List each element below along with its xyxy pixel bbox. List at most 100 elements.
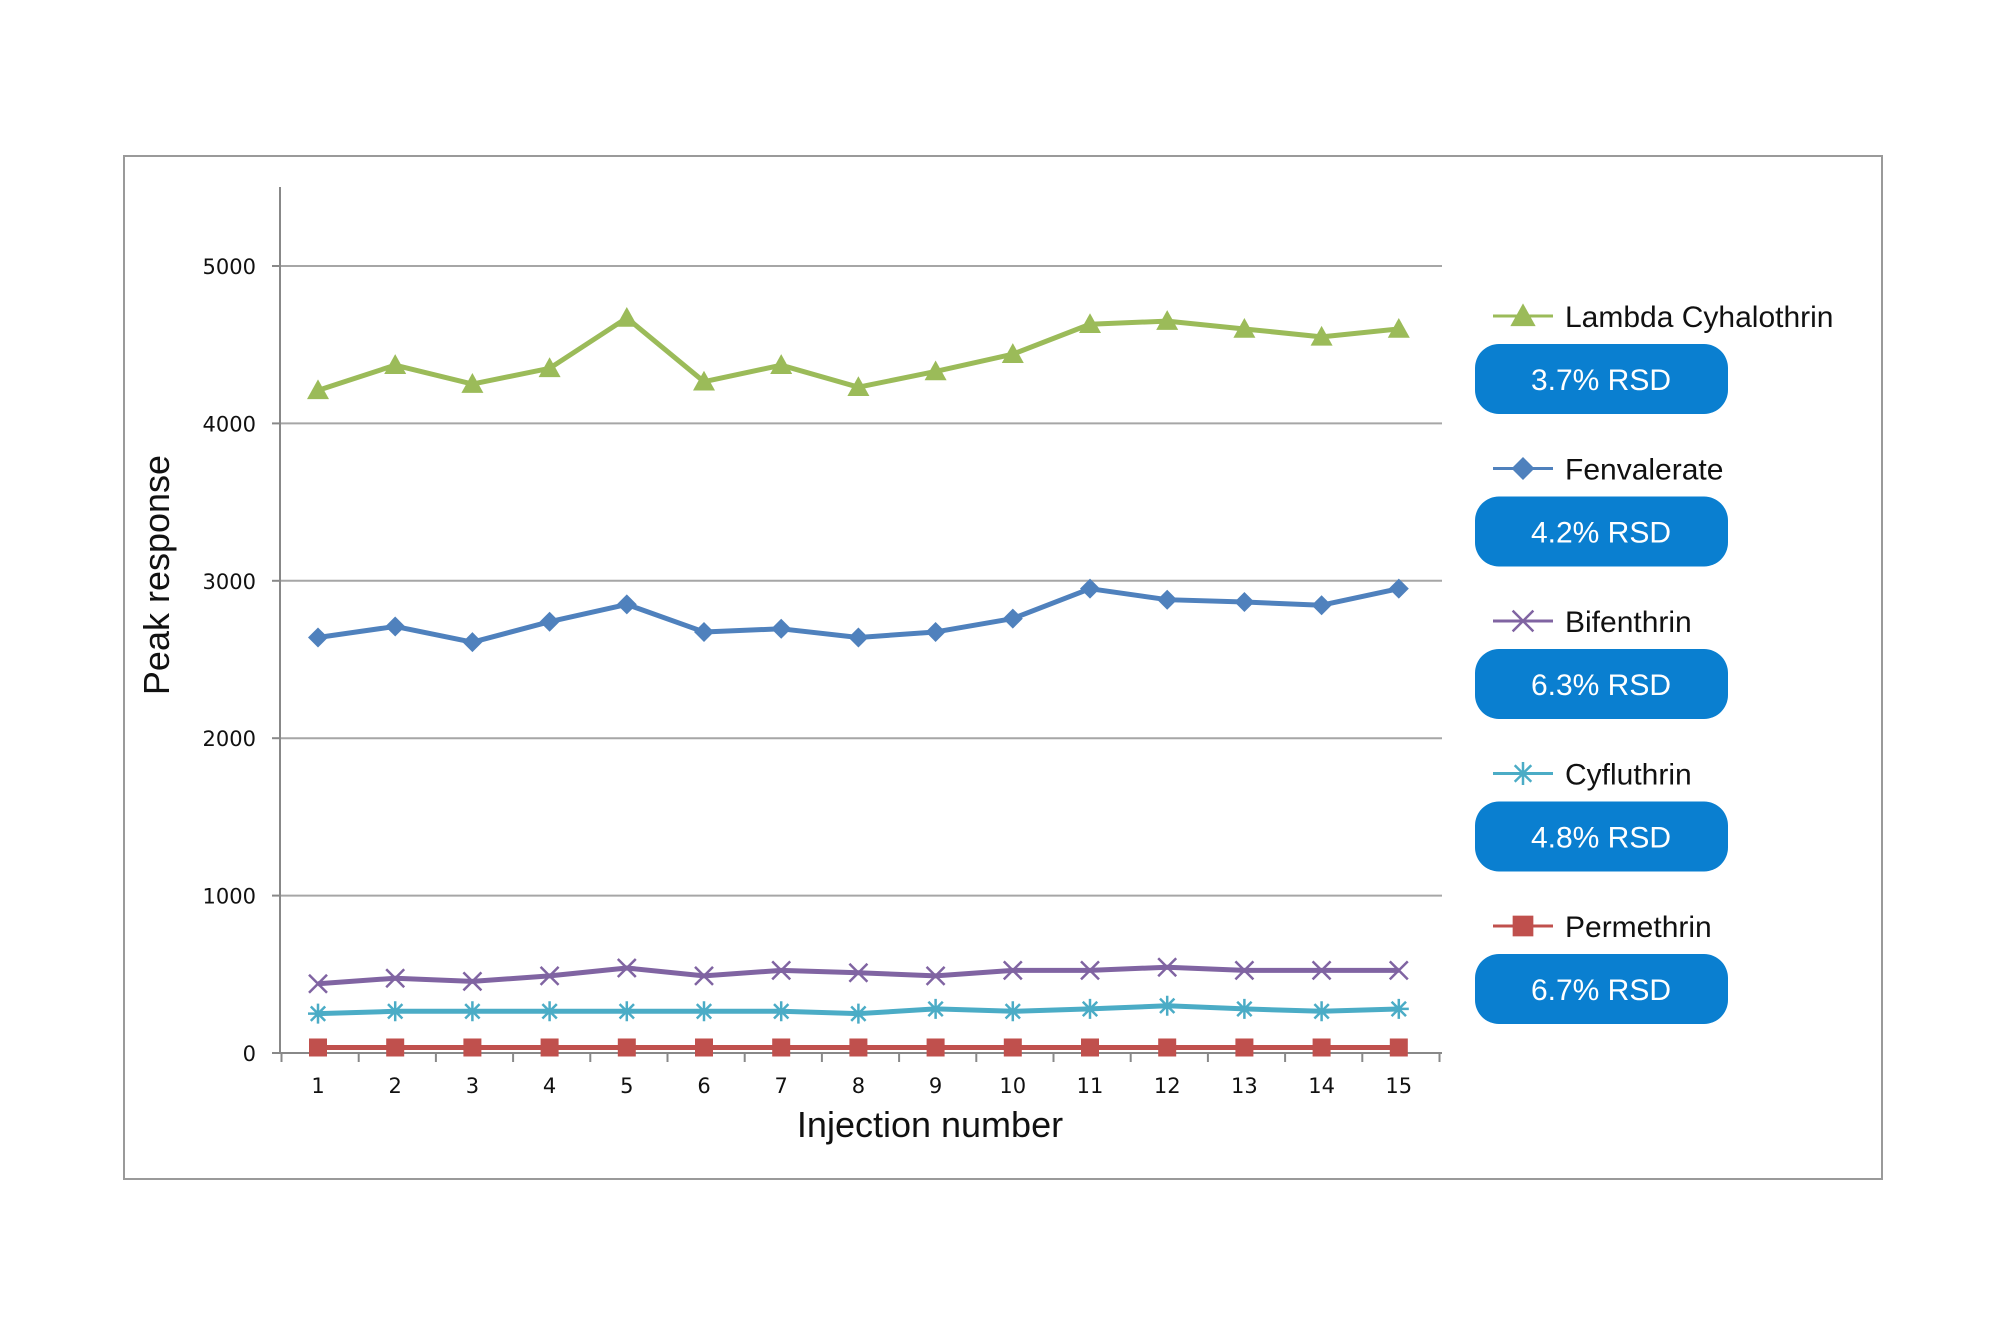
rsd-label-fenvalerate: 4.2% RSD — [1531, 517, 1671, 550]
data-point-cyfluthrin-13 — [1234, 998, 1255, 1019]
data-point-cyfluthrin-8 — [848, 1003, 869, 1024]
data-point-permethrin-6 — [695, 1038, 713, 1057]
data-point-cyfluthrin-5 — [616, 1001, 637, 1022]
data-point-permethrin-7 — [772, 1038, 791, 1057]
data-point-lambda-cyhalothrin-12 — [1156, 310, 1179, 330]
x-tick-label-4: 4 — [543, 1074, 556, 1098]
data-point-lambda-cyhalothrin-13 — [1233, 317, 1256, 338]
x-tick-label-6: 6 — [697, 1074, 710, 1098]
data-point-lambda-cyhalothrin-4 — [538, 357, 561, 378]
data-point-cyfluthrin-12 — [1157, 995, 1178, 1016]
y-tick-label-1000: 1000 — [203, 885, 256, 909]
data-point-permethrin-8 — [849, 1038, 868, 1057]
x-tick-label-3: 3 — [466, 1074, 479, 1098]
data-point-lambda-cyhalothrin-5 — [615, 306, 638, 327]
x-tick-label-12: 12 — [1154, 1074, 1181, 1098]
data-point-cyfluthrin-14 — [1311, 1001, 1332, 1022]
legend-label-permethrin: Permethrin — [1565, 911, 1712, 944]
data-point-lambda-cyhalothrin-15 — [1387, 317, 1410, 338]
data-point-bifenthrin-1 — [308, 973, 328, 994]
legend-item-lambda-cyhalothrin: Lambda Cyhalothrin 3.7% RSD — [1475, 301, 1834, 414]
data-point-bifenthrin-11 — [1080, 960, 1100, 981]
data-point-bifenthrin-4 — [539, 965, 560, 986]
data-point-fenvalerate-12 — [1157, 589, 1178, 610]
data-point-fenvalerate-13 — [1234, 592, 1255, 613]
data-point-fenvalerate-4 — [539, 611, 560, 632]
x-tick-label-2: 2 — [389, 1074, 402, 1098]
data-point-permethrin-11 — [1081, 1038, 1099, 1057]
gridlines — [280, 265, 1442, 897]
data-point-cyfluthrin-3 — [462, 1001, 483, 1022]
data-point-bifenthrin-14 — [1311, 960, 1332, 981]
data-point-permethrin-3 — [463, 1038, 482, 1057]
data-point-fenvalerate-1 — [308, 627, 328, 648]
data-point-permethrin-12 — [1158, 1038, 1177, 1057]
data-point-lambda-cyhalothrin-1 — [307, 379, 329, 400]
data-point-lambda-cyhalothrin-14 — [1310, 325, 1333, 346]
legend: Lambda Cyhalothrin 3.7% RSD Fenvalerate 4.2… — [1475, 301, 1834, 1024]
legend-item-permethrin: Permethrin 6.7% RSD — [1475, 911, 1728, 1024]
x-axis-title: Injection number — [797, 1104, 1063, 1145]
data-point-permethrin-4 — [540, 1038, 559, 1057]
data-point-cyfluthrin-2 — [385, 1001, 406, 1022]
rsd-badge-fenvalerate — [1475, 496, 1728, 567]
data-point-bifenthrin-3 — [462, 971, 483, 992]
legend-item-bifenthrin: Bifenthrin 6.3% RSD — [1475, 606, 1728, 719]
legend-label-fenvalerate: Fenvalerate — [1565, 454, 1723, 487]
data-point-permethrin-13 — [1235, 1038, 1254, 1057]
x-tick-label-9: 9 — [929, 1074, 942, 1098]
data-point-fenvalerate-14 — [1311, 595, 1332, 616]
data-point-fenvalerate-2 — [385, 616, 406, 637]
data-point-lambda-cyhalothrin-11 — [1079, 313, 1101, 334]
data-point-fenvalerate-11 — [1080, 578, 1100, 599]
data-point-lambda-cyhalothrin-2 — [384, 354, 407, 374]
y-tick-label-5000: 5000 — [203, 255, 256, 279]
rsd-badge-bifenthrin — [1475, 649, 1728, 719]
data-point-bifenthrin-8 — [848, 962, 869, 983]
data-point-permethrin-10 — [1003, 1038, 1022, 1057]
data-point-fenvalerate-8 — [848, 627, 869, 648]
x-tick-label-13: 13 — [1231, 1074, 1258, 1098]
rsd-label-bifenthrin: 6.3% RSD — [1531, 669, 1671, 702]
x-tick-label-11: 11 — [1077, 1074, 1104, 1098]
y-tick-label-2000: 2000 — [203, 727, 256, 751]
data-point-fenvalerate-6 — [694, 621, 714, 642]
data-point-lambda-cyhalothrin-10 — [1001, 343, 1024, 363]
data-point-cyfluthrin-4 — [539, 1001, 560, 1022]
y-tick-label-0: 0 — [243, 1042, 256, 1066]
legend-label-cyfluthrin: Cyfluthrin — [1565, 759, 1692, 792]
legend-marker-bifenthrin — [1511, 609, 1535, 633]
rsd-badge-cyfluthrin — [1475, 801, 1728, 872]
data-point-cyfluthrin-15 — [1388, 998, 1409, 1019]
data-point-permethrin-9 — [926, 1038, 945, 1057]
data-point-lambda-cyhalothrin-7 — [770, 354, 793, 374]
x-tick-label-7: 7 — [775, 1074, 788, 1098]
rsd-badge-permethrin — [1475, 954, 1728, 1024]
data-point-lambda-cyhalothrin-3 — [461, 373, 484, 393]
data-point-cyfluthrin-1 — [308, 1003, 328, 1024]
legend-marker-fenvalerate — [1511, 457, 1535, 480]
data-point-bifenthrin-6 — [694, 965, 714, 986]
data-point-cyfluthrin-6 — [694, 1001, 714, 1022]
series-bifenthrin — [308, 957, 1409, 994]
data-point-lambda-cyhalothrin-6 — [693, 370, 715, 391]
x-tick-label-5: 5 — [620, 1074, 633, 1098]
series-cyfluthrin — [308, 995, 1409, 1024]
rsd-label-cyfluthrin: 4.8% RSD — [1531, 822, 1671, 855]
x-tick-label-14: 14 — [1308, 1074, 1335, 1098]
data-point-cyfluthrin-9 — [925, 998, 946, 1019]
legend-item-fenvalerate: Fenvalerate 4.2% RSD — [1475, 454, 1728, 567]
rsd-badge-lambda-cyhalothrin — [1475, 344, 1728, 414]
data-point-lambda-cyhalothrin-8 — [847, 376, 870, 396]
data-point-cyfluthrin-10 — [1002, 1001, 1023, 1022]
data-point-cyfluthrin-11 — [1080, 998, 1100, 1019]
legend-marker-cyfluthrin — [1511, 762, 1535, 785]
data-point-fenvalerate-3 — [462, 632, 483, 653]
data-point-permethrin-2 — [386, 1038, 405, 1057]
data-point-bifenthrin-10 — [1002, 960, 1023, 981]
data-point-bifenthrin-13 — [1234, 960, 1255, 981]
data-point-cyfluthrin-7 — [771, 1001, 792, 1022]
data-point-bifenthrin-2 — [385, 968, 406, 989]
data-point-fenvalerate-15 — [1388, 578, 1409, 599]
